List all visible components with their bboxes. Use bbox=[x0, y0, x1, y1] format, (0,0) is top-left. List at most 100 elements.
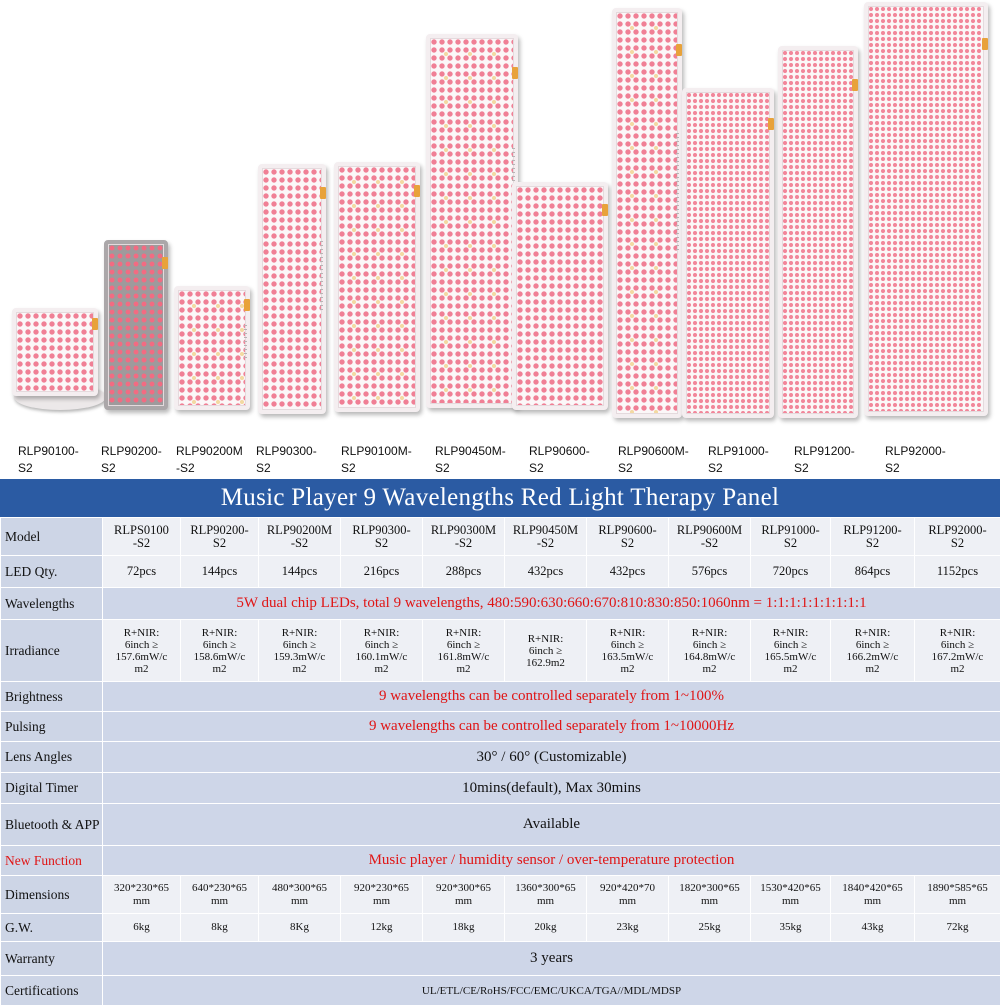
panel-image-rlp91000 bbox=[682, 88, 774, 418]
model-label: RLP91000- S2 bbox=[708, 443, 769, 477]
panel-image-rlp90100 bbox=[12, 308, 98, 396]
panel-image-rlp90100m bbox=[334, 162, 420, 412]
led-qty-cell: 144pcs bbox=[181, 556, 259, 588]
led-qty-cell: 864pcs bbox=[831, 556, 915, 588]
lens-angles-value: 30° / 60° (Customizable) bbox=[103, 742, 1000, 773]
row-label: Dimensions bbox=[1, 876, 103, 914]
model-label: RLP92000- S2 bbox=[885, 443, 946, 477]
row-label: Certifications bbox=[1, 976, 103, 1006]
irradiance-cell: R+NIR: 6inch ≥ 161.8mW/c m2 bbox=[423, 620, 505, 682]
row-label: Irradiance bbox=[1, 620, 103, 682]
weight-cell: 20kg bbox=[505, 914, 587, 942]
model-label: RLP91200- S2 bbox=[794, 443, 855, 477]
model-cell: RLP90300- S2 bbox=[341, 518, 423, 556]
model-label: RLP90300- S2 bbox=[256, 443, 317, 477]
row-lens-angles: Lens Angles 30° / 60° (Customizable) bbox=[1, 742, 1000, 773]
model-cell: RLP90200- S2 bbox=[181, 518, 259, 556]
weight-cell: 25kg bbox=[669, 914, 751, 942]
led-qty-cell: 72pcs bbox=[103, 556, 181, 588]
dimension-cell: 320*230*65 mm bbox=[103, 876, 181, 914]
model-cell: RLP92000- S2 bbox=[915, 518, 1000, 556]
model-label: RLP90100M- S2 bbox=[341, 443, 412, 477]
model-cell: RLP91200- S2 bbox=[831, 518, 915, 556]
row-label: G.W. bbox=[1, 914, 103, 942]
row-brightness: Brightness 9 wavelengths can be controll… bbox=[1, 682, 1000, 712]
model-label: RLP90600- S2 bbox=[529, 443, 590, 477]
panel-image-rlp90450m bbox=[426, 34, 518, 408]
row-label: LED Qty. bbox=[1, 556, 103, 588]
weight-cell: 23kg bbox=[587, 914, 669, 942]
dimension-cell: 920*230*65 mm bbox=[341, 876, 423, 914]
row-label: Lens Angles bbox=[1, 742, 103, 773]
model-label: RLP90450M- S2 bbox=[435, 443, 506, 477]
row-dimensions: Dimensions 320*230*65 mm 640*230*65 mm 4… bbox=[1, 876, 1000, 914]
brightness-value: 9 wavelengths can be controlled separate… bbox=[103, 682, 1000, 712]
panel-image-rlp90200 bbox=[104, 240, 168, 410]
panel-image-rlp92000 bbox=[864, 2, 988, 416]
panel-image-rlp90200m bbox=[174, 286, 250, 410]
model-cell: RLPS0100 -S2 bbox=[103, 518, 181, 556]
weight-cell: 72kg bbox=[915, 914, 1000, 942]
led-qty-cell: 216pcs bbox=[341, 556, 423, 588]
dimension-cell: 1890*585*65 mm bbox=[915, 876, 1000, 914]
row-bluetooth-app: Bluetooth & APP Available bbox=[1, 804, 1000, 846]
panel-image-rlp90600m bbox=[612, 8, 682, 418]
model-cell: RLP90200M -S2 bbox=[259, 518, 341, 556]
weight-cell: 43kg bbox=[831, 914, 915, 942]
dimension-cell: 1840*420*65 mm bbox=[831, 876, 915, 914]
row-label: Bluetooth & APP bbox=[1, 804, 103, 846]
row-label: Model bbox=[1, 518, 103, 556]
model-cell: RLP91000- S2 bbox=[751, 518, 831, 556]
warranty-value: 3 years bbox=[103, 942, 1000, 976]
dimension-cell: 1530*420*65 mm bbox=[751, 876, 831, 914]
irradiance-cell: R+NIR: 6inch ≥ 159.3mW/c m2 bbox=[259, 620, 341, 682]
led-qty-cell: 288pcs bbox=[423, 556, 505, 588]
dimension-cell: 1360*300*65 mm bbox=[505, 876, 587, 914]
new-function-value: Music player / humidity sensor / over-te… bbox=[103, 846, 1000, 876]
weight-cell: 12kg bbox=[341, 914, 423, 942]
weight-cell: 35kg bbox=[751, 914, 831, 942]
dimension-cell: 480*300*65 mm bbox=[259, 876, 341, 914]
product-gallery: RLP90100- S2 RLP90200- S2 RLP90200M -S2 … bbox=[0, 0, 1000, 478]
irradiance-cell: R+NIR: 6inch ≥ 162.9m2 bbox=[505, 620, 587, 682]
row-label: Brightness bbox=[1, 682, 103, 712]
irradiance-cell: R+NIR: 6inch ≥ 165.5mW/c m2 bbox=[751, 620, 831, 682]
row-label: New Function bbox=[1, 846, 103, 876]
row-label: Warranty bbox=[1, 942, 103, 976]
irradiance-cell: R+NIR: 6inch ≥ 157.6mW/c m2 bbox=[103, 620, 181, 682]
row-pulsing: Pulsing 9 wavelengths can be controlled … bbox=[1, 712, 1000, 742]
row-label: Pulsing bbox=[1, 712, 103, 742]
model-label: RLP90100- S2 bbox=[18, 443, 79, 477]
pulsing-value: 9 wavelengths can be controlled separate… bbox=[103, 712, 1000, 742]
led-qty-cell: 576pcs bbox=[669, 556, 751, 588]
panel-image-rlp90300 bbox=[258, 164, 326, 414]
irradiance-cell: R+NIR: 6inch ≥ 158.6mW/c m2 bbox=[181, 620, 259, 682]
led-qty-cell: 720pcs bbox=[751, 556, 831, 588]
model-cell: RLP90600- S2 bbox=[587, 518, 669, 556]
panel-image-rlp90600 bbox=[512, 182, 608, 410]
irradiance-cell: R+NIR: 6inch ≥ 167.2mW/c m2 bbox=[915, 620, 1000, 682]
dimension-cell: 1820*300*65 mm bbox=[669, 876, 751, 914]
model-cell: RLP90450M -S2 bbox=[505, 518, 587, 556]
weight-cell: 6kg bbox=[103, 914, 181, 942]
weight-cell: 8kg bbox=[181, 914, 259, 942]
row-label: Wavelengths bbox=[1, 588, 103, 620]
led-qty-cell: 432pcs bbox=[505, 556, 587, 588]
led-qty-cell: 432pcs bbox=[587, 556, 669, 588]
dimension-cell: 640*230*65 mm bbox=[181, 876, 259, 914]
led-qty-cell: 1152pcs bbox=[915, 556, 1000, 588]
weight-cell: 18kg bbox=[423, 914, 505, 942]
irradiance-cell: R+NIR: 6inch ≥ 166.2mW/c m2 bbox=[831, 620, 915, 682]
model-cell: RLP90300M -S2 bbox=[423, 518, 505, 556]
irradiance-cell: R+NIR: 6inch ≥ 160.1mW/c m2 bbox=[341, 620, 423, 682]
model-label: RLP90200M -S2 bbox=[176, 443, 243, 477]
irradiance-cell: R+NIR: 6inch ≥ 164.8mW/c m2 bbox=[669, 620, 751, 682]
model-label: RLP90200- S2 bbox=[101, 443, 162, 477]
panel-image-rlp91200 bbox=[778, 46, 858, 418]
row-new-function: New Function Music player / humidity sen… bbox=[1, 846, 1000, 876]
spec-table: Model RLPS0100 -S2 RLP90200- S2 RLP90200… bbox=[0, 517, 1000, 1006]
certifications-value: UL/ETL/CE/RoHS/FCC/EMC/UKCA/TGA//MDL/MDS… bbox=[103, 976, 1000, 1006]
table-title: Music Player 9 Wavelengths Red Light The… bbox=[0, 479, 1000, 517]
row-wavelengths: Wavelengths 5W dual chip LEDs, total 9 w… bbox=[1, 588, 1000, 620]
row-led-qty: LED Qty. 72pcs 144pcs 144pcs 216pcs 288p… bbox=[1, 556, 1000, 588]
